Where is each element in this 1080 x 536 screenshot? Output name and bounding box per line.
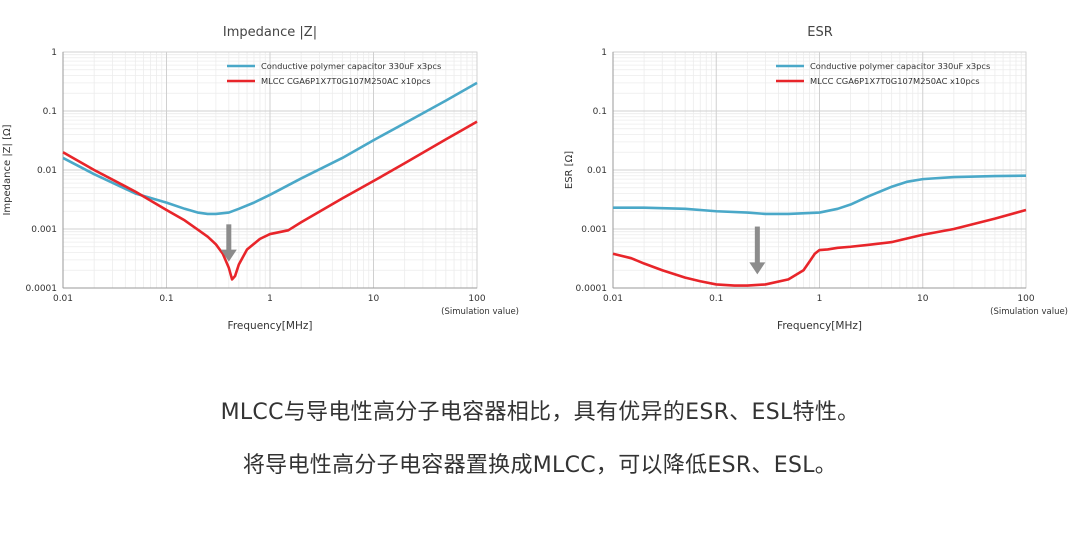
annotation-arrow-head [220, 249, 237, 262]
y-tick-label: 1 [51, 48, 57, 58]
legend-label-1: Conductive polymer capacitor 330uF x3pcs [261, 61, 441, 71]
legend-label-1: Conductive polymer capacitor 330uF x3pcs [810, 61, 990, 71]
x-tick-label: 0.1 [709, 294, 723, 304]
y-tick-label: 0.01 [587, 166, 607, 176]
caption-line-1: MLCC与导电性高分子电容器相比，具有优异的ESR、ESL特性。 [220, 400, 860, 425]
chart-svg: 0.01 0.1 1 10 100 0.0001 0.001 0.01 0.1 1 Impedanc… [2, 25, 519, 332]
chart-title: ESR [807, 25, 833, 40]
y-tick-label: 0.0001 [576, 284, 608, 294]
series-line-2 [62, 120, 478, 281]
y-tick-label: 1 [601, 48, 607, 58]
x-axis-label: Frequency[MHz] [777, 320, 862, 332]
impedance-chart: 0.01 0.1 1 10 100 0.0001 0.001 0.01 0.1 1 Impedanc… [0, 0, 540, 340]
x-tick-label: 100 [468, 294, 485, 304]
x-axis-label: Frequency[MHz] [228, 320, 313, 332]
series-line-2 [612, 208, 1027, 287]
y-axis-label: ESR [Ω] [564, 151, 575, 189]
y-tick-label: 0.01 [37, 166, 57, 176]
x-tick-label: 0.1 [159, 294, 173, 304]
y-tick-label: 0.001 [581, 225, 607, 235]
simulation-note: (Simulation value) [990, 307, 1068, 317]
simulation-note: (Simulation value) [441, 307, 519, 317]
y-tick-label: 0.0001 [26, 284, 58, 294]
chart-title: Impedance |Z| [223, 25, 317, 40]
y-tick-label: 0.1 [593, 107, 607, 117]
series-line-1 [62, 81, 478, 216]
x-tick-label: 100 [1017, 294, 1034, 304]
series-line-1 [613, 174, 1027, 216]
legend-label-2: MLCC CGA6P1X7T0G107M250AC x10pcs [810, 76, 980, 86]
x-tick-label: 10 [368, 294, 380, 304]
y-axis-label: Impedance |Z| [Ω] [2, 124, 13, 215]
esr-chart: 0.01 0.1 1 10 100 0.0001 0.001 0.01 0.1 1 ESR Frequ… [550, 0, 1080, 340]
x-tick-label: 0.01 [603, 294, 623, 304]
x-tick-label: 10 [917, 294, 929, 304]
x-tick-label: 1 [267, 294, 273, 304]
annotation-arrow-head [749, 262, 766, 275]
x-tick-label: 1 [817, 294, 823, 304]
y-tick-label: 0.1 [43, 107, 57, 117]
x-tick-label: 0.01 [53, 294, 73, 304]
caption-line-2: 将导电性高分子电容器置换成MLCC，可以降低ESR、ESL。 [242, 453, 838, 478]
chart-svg: 0.01 0.1 1 10 100 0.0001 0.001 0.01 0.1 1 ESR Frequ… [564, 25, 1068, 332]
legend-label-2: MLCC CGA6P1X7T0G107M250AC x10pcs [261, 76, 431, 86]
y-tick-label: 0.001 [31, 225, 57, 235]
